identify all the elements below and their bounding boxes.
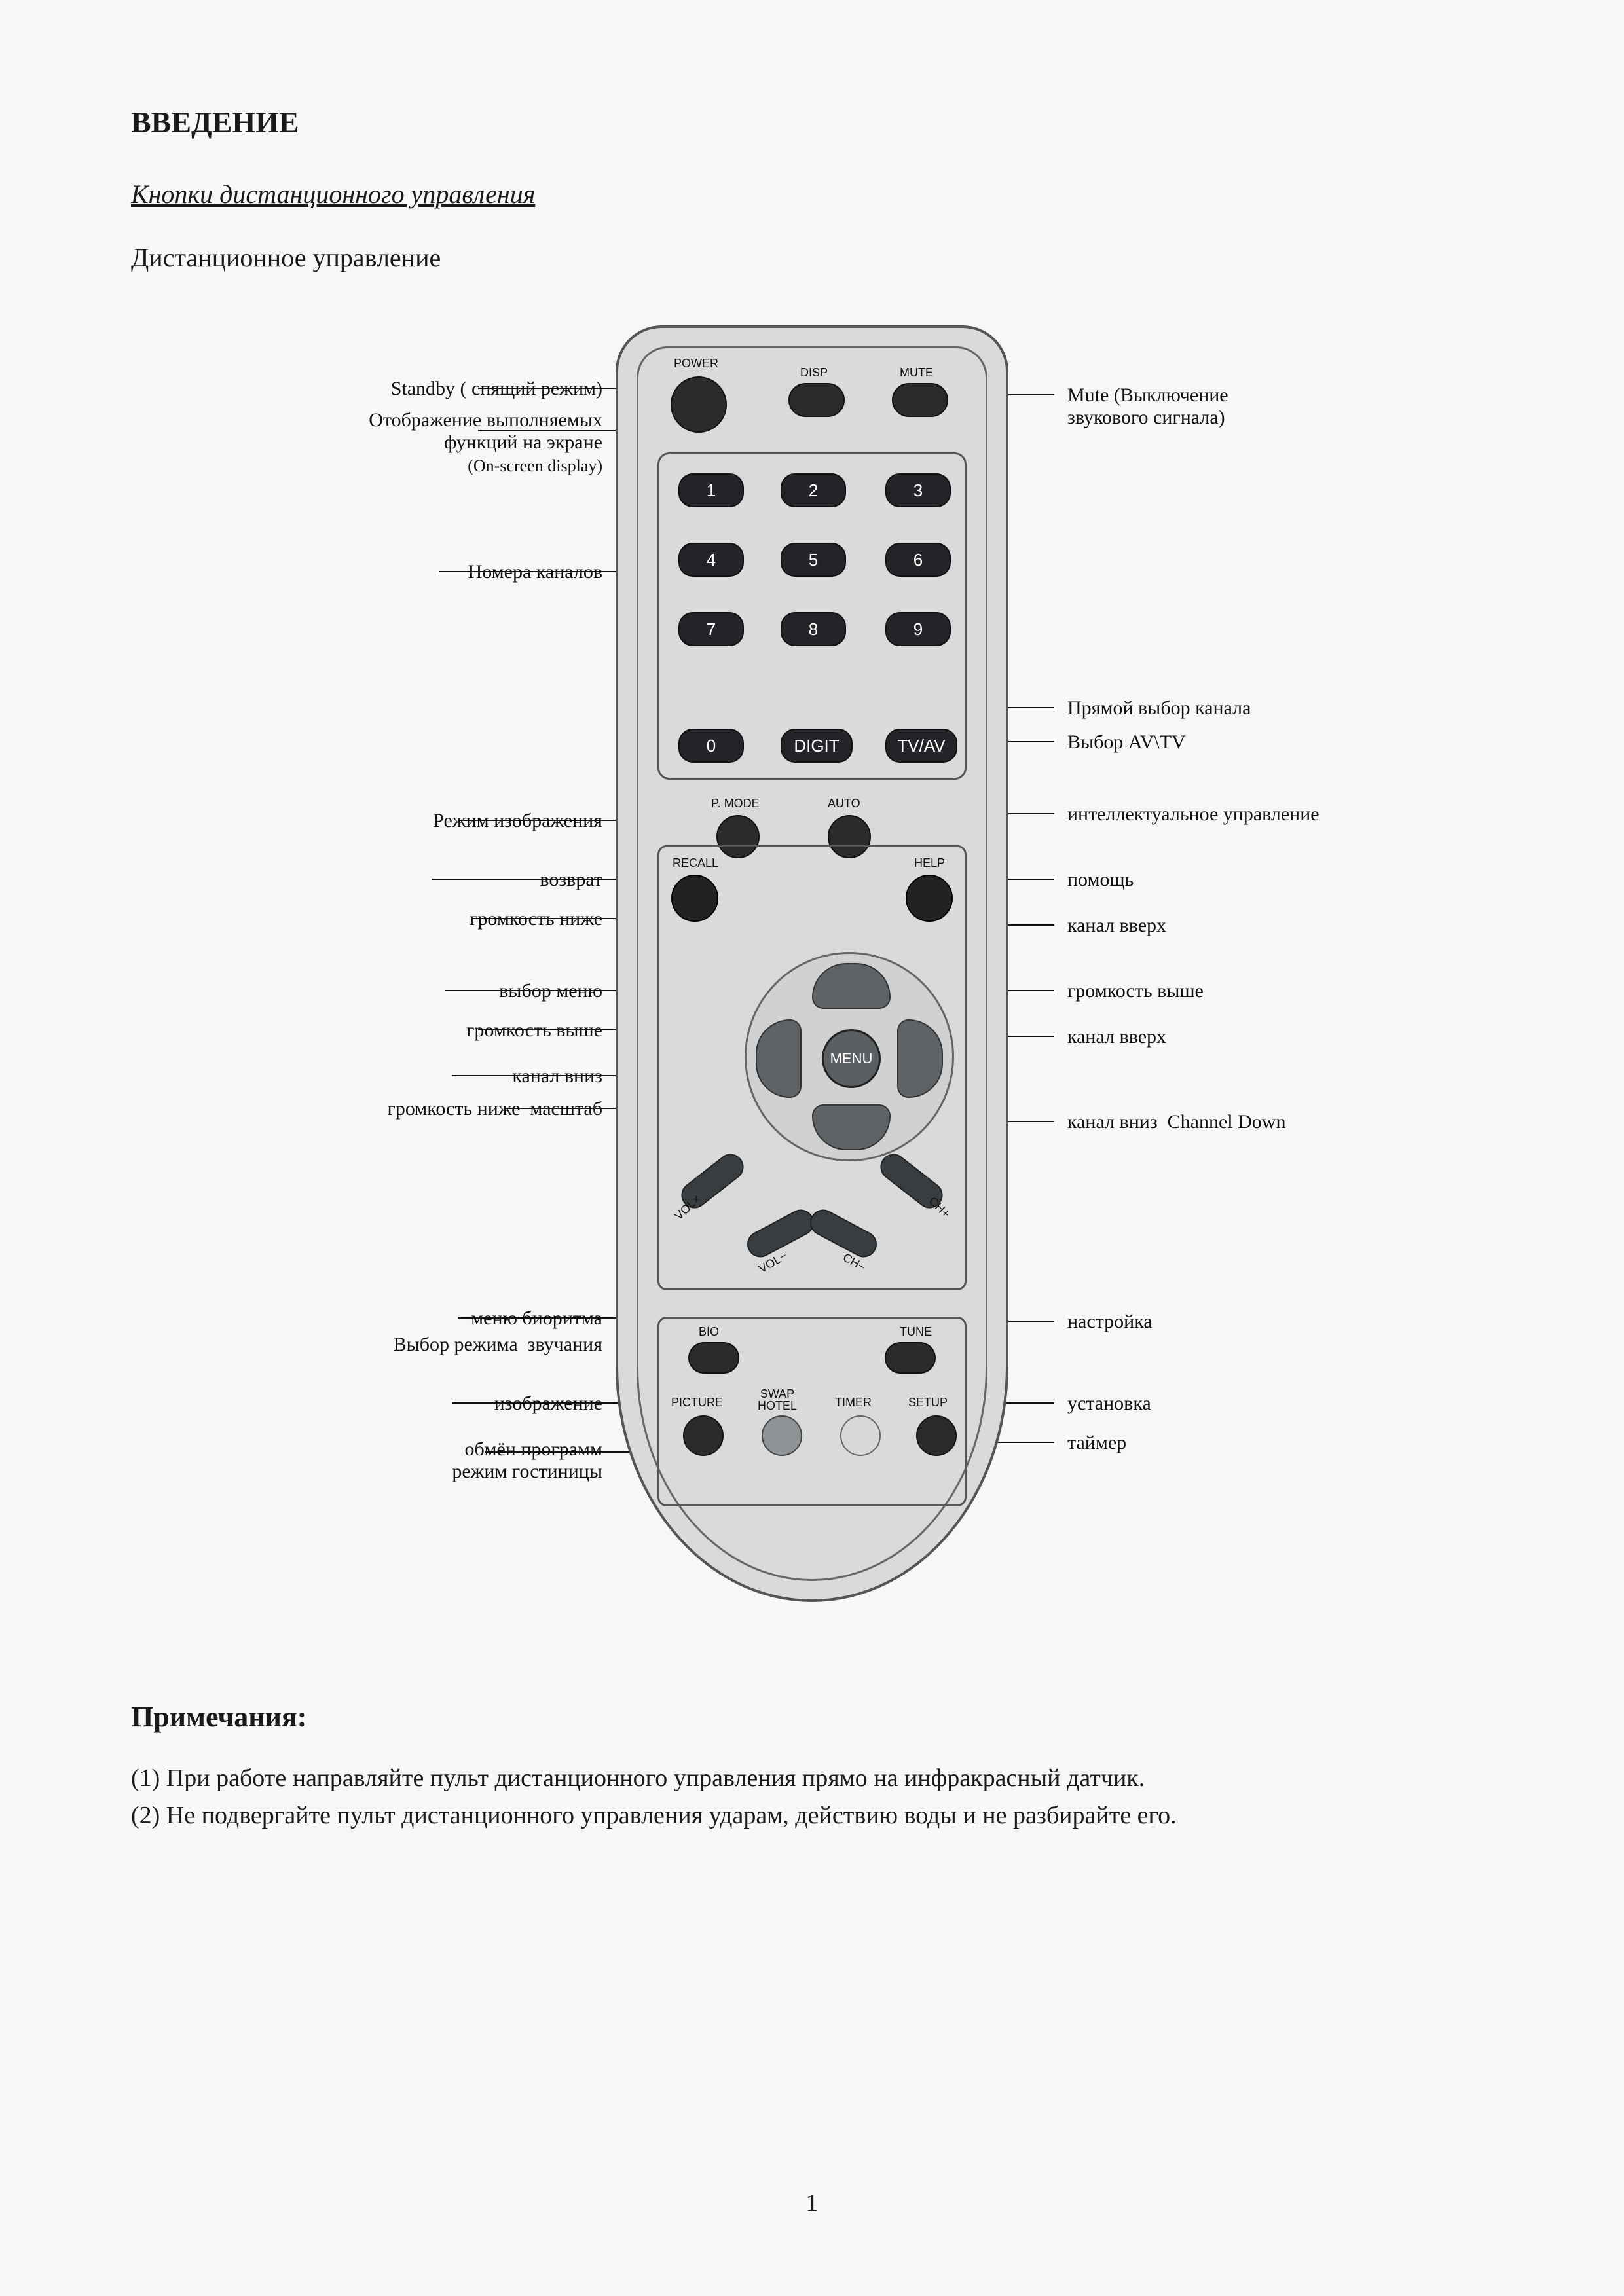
callout-right: интеллектуальное управление	[1067, 803, 1320, 826]
power-label: POWER	[674, 357, 718, 371]
callout-left: (On-screen display)	[468, 456, 602, 476]
mute-label: MUTE	[900, 366, 933, 380]
callout-left: канал вниз	[512, 1065, 602, 1087]
callout-right: Выбор AV\TV	[1067, 731, 1186, 754]
nav-up[interactable]	[812, 963, 891, 1009]
callout-right: канал вверх	[1067, 1026, 1166, 1048]
picture-button[interactable]	[683, 1415, 724, 1456]
recall-label: RECALL	[673, 856, 718, 870]
recall-button[interactable]	[671, 875, 718, 922]
note-2: (2) Не подвергайте пульт дистанционного …	[131, 1797, 1493, 1834]
help-button[interactable]	[906, 875, 953, 922]
power-button[interactable]	[671, 376, 727, 433]
callout-right: таймер	[1067, 1432, 1126, 1454]
pmode-label: P. MODE	[711, 797, 760, 811]
callout-left: возврат	[540, 869, 602, 891]
callout-left: громкость выше	[466, 1019, 602, 1042]
digit-6-button[interactable]: 6	[885, 543, 951, 577]
callout-left: Выбор режима звучания	[394, 1334, 602, 1356]
menu-button[interactable]: MENU	[822, 1029, 881, 1088]
disp-label: DISP	[800, 366, 828, 380]
callout-right: громкость выше	[1067, 980, 1204, 1002]
callout-left: обмён программ режим гостиницы	[447, 1438, 602, 1483]
chm-button[interactable]	[805, 1205, 881, 1262]
digit-5-button[interactable]: 5	[781, 543, 846, 577]
bio-button[interactable]	[688, 1342, 739, 1374]
timer-label: TIMER	[835, 1396, 872, 1410]
setup-button[interactable]	[916, 1415, 957, 1456]
remote-diagram: Standby ( спящий режим) Отображение выпол…	[131, 299, 1493, 1661]
callout-left: Standby ( спящий режим)	[391, 378, 602, 400]
callout-right: Прямой выбор канала	[1067, 697, 1251, 720]
callout-left: выбор меню	[499, 980, 602, 1002]
callout-right: Mute (Выключение звукового сигнала)	[1067, 384, 1228, 429]
help-label: HELP	[914, 856, 945, 870]
tv-av-button[interactable]: TV/AV	[885, 729, 957, 763]
callout-right: настройка	[1067, 1311, 1153, 1333]
disp-button[interactable]	[788, 383, 845, 417]
callout-right: канал вверх	[1067, 915, 1166, 937]
notes-title: Примечания:	[131, 1700, 1493, 1734]
callout-left: громкость ниже масштаб	[388, 1098, 602, 1120]
swap-hotel-label: SWAP HOTEL	[758, 1388, 797, 1412]
nav-right[interactable]	[897, 1019, 943, 1098]
bio-label: BIO	[699, 1325, 719, 1339]
callout-left: изображение	[494, 1393, 602, 1415]
digit-7-button[interactable]: 7	[678, 612, 744, 646]
callout-right: канал вниз Channel Down	[1067, 1111, 1285, 1133]
digit-2-button[interactable]: 2	[781, 473, 846, 507]
setup-label: SETUP	[908, 1396, 948, 1410]
callout-left: Режим изображения	[433, 810, 602, 832]
picture-label: PICTURE	[671, 1396, 723, 1410]
swap-hotel-button[interactable]	[762, 1415, 802, 1456]
callout-right: установка	[1067, 1393, 1151, 1415]
callout-left: меню биоритма	[471, 1307, 602, 1330]
nav-frame: RECALL HELP MENU VOL× VOL− CH−	[657, 845, 967, 1290]
nav-left[interactable]	[756, 1019, 802, 1098]
bottom-frame: BIO TUNE PICTURE SWAP HOTEL TIMER SETUP	[657, 1317, 967, 1506]
callout-left: громкость ниже	[470, 908, 602, 930]
digit-9-button[interactable]: 9	[885, 612, 951, 646]
timer-button[interactable]	[840, 1415, 881, 1456]
digit-3-button[interactable]: 3	[885, 473, 951, 507]
page-title: ВВЕДЕНИЕ	[131, 105, 1493, 139]
nav-down[interactable]	[812, 1104, 891, 1150]
page-subtitle: Кнопки дистанционного управления	[131, 179, 1493, 210]
mute-button[interactable]	[892, 383, 948, 417]
nav-ring: MENU	[745, 952, 954, 1161]
page-number: 1	[806, 2189, 819, 2217]
callout-right: помощь	[1067, 869, 1134, 891]
digit-1-button[interactable]: 1	[678, 473, 744, 507]
auto-label: AUTO	[828, 797, 860, 811]
digit-8-button[interactable]: 8	[781, 612, 846, 646]
section-heading: Дистанционное управление	[131, 242, 1493, 273]
callout-left: Отображение выполняемых функций на экран…	[369, 409, 602, 454]
remote-body: POWER DISP MUTE 0 DIGIT TV/AV P. MODE AU…	[616, 325, 1008, 1602]
digit-select-button[interactable]: DIGIT	[781, 729, 853, 763]
callout-left: Номера каналов	[468, 561, 602, 583]
tune-label: TUNE	[900, 1325, 932, 1339]
digit-4-button[interactable]: 4	[678, 543, 744, 577]
tune-button[interactable]	[885, 1342, 936, 1374]
note-1: (1) При работе направляйте пульт дистанц…	[131, 1760, 1493, 1797]
digit-0-button[interactable]: 0	[678, 729, 744, 763]
